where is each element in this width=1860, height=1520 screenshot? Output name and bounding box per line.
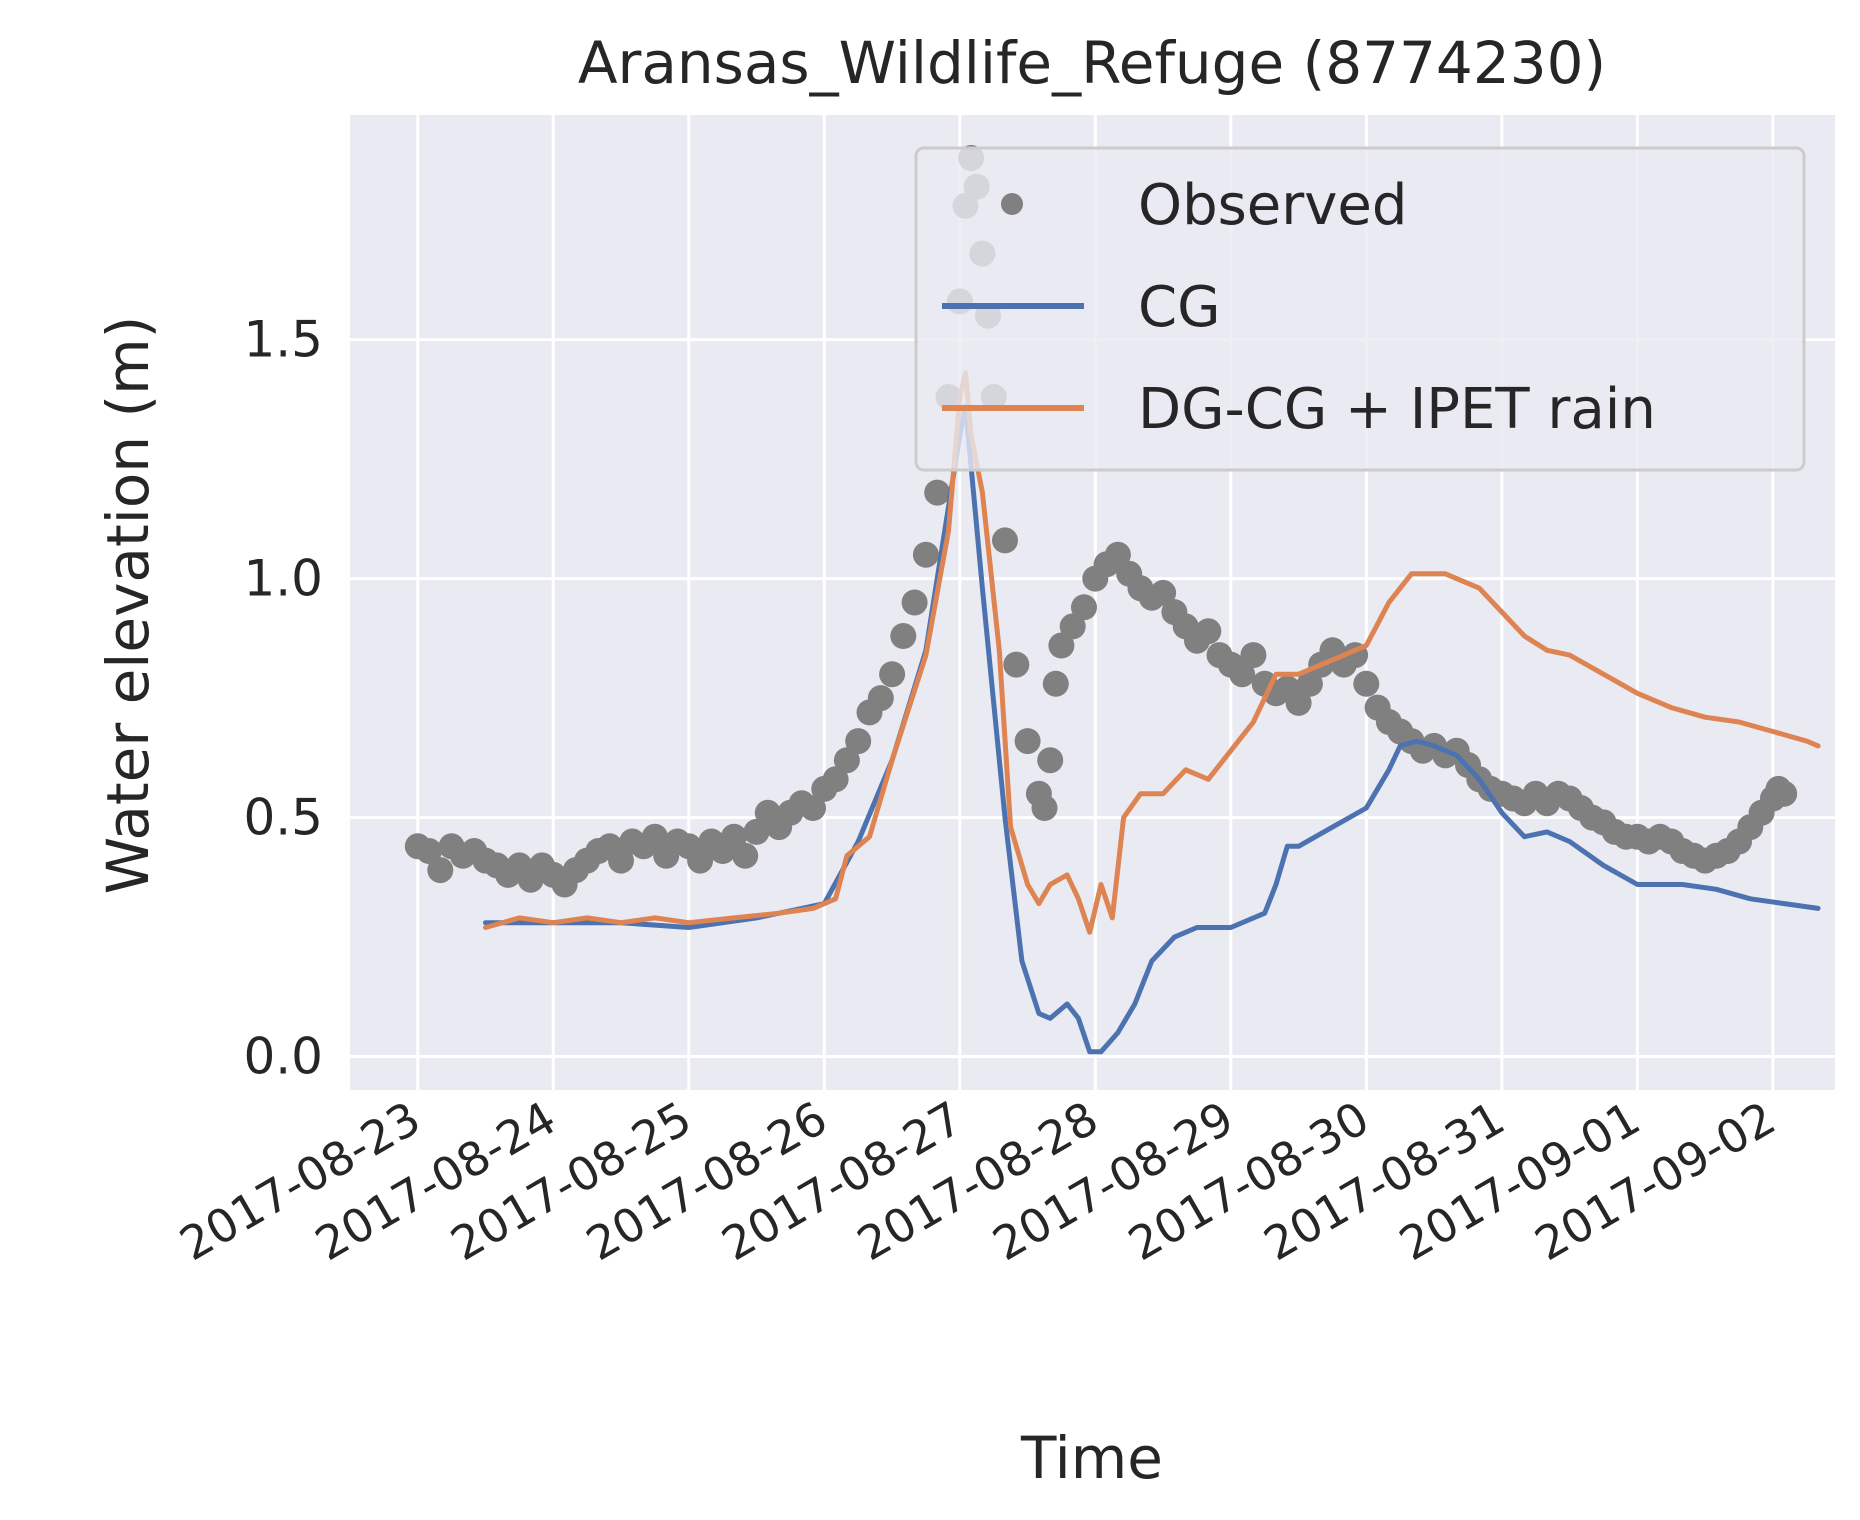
data-point <box>721 823 747 850</box>
data-point <box>1071 594 1097 621</box>
data-point <box>1229 661 1256 688</box>
data-point <box>890 623 917 649</box>
y-tick-labels: 0.0 0.5 1.0 1.5 <box>243 311 323 1086</box>
legend-label-cg: CG <box>1138 275 1221 340</box>
legend-box <box>914 146 1806 472</box>
data-point <box>1353 670 1380 697</box>
data-point <box>1104 541 1131 568</box>
data-point <box>901 589 928 616</box>
legend-marker-observed <box>1001 193 1023 215</box>
data-point <box>845 728 872 755</box>
x-axis-label: Time <box>1020 1424 1163 1492</box>
data-point <box>1296 670 1323 697</box>
data-point <box>1037 747 1064 774</box>
data-point <box>1195 618 1222 645</box>
y-tick-label: 1.0 <box>243 550 323 608</box>
data-point <box>912 541 939 568</box>
data-point <box>427 857 454 884</box>
data-point <box>687 847 714 874</box>
data-point <box>822 766 849 793</box>
data-point <box>743 818 770 845</box>
series-observed <box>404 145 1798 898</box>
data-point <box>1031 795 1058 821</box>
chart-title: Aransas_Wildlife_Refuge (8774230) <box>578 29 1606 97</box>
data-point <box>1150 579 1177 606</box>
data-point <box>1003 651 1030 678</box>
data-point <box>924 479 951 506</box>
data-point <box>992 527 1018 554</box>
y-tick-label: 0.5 <box>243 789 323 847</box>
data-point <box>608 847 634 874</box>
data-point <box>641 823 668 850</box>
data-point <box>1014 728 1041 755</box>
legend-label-dg-cg-ipet: DG-CG + IPET rain <box>1138 377 1656 442</box>
legend: Observed CG DG-CG + IPET rain <box>914 146 1806 472</box>
series-line-dg-cg-ipet-rain <box>483 370 1821 935</box>
y-tick-label: 0.0 <box>243 1028 323 1086</box>
data-point <box>1059 613 1086 640</box>
y-axis-label: Water elevation (m) <box>94 316 162 895</box>
data-point <box>1042 670 1069 697</box>
data-point <box>867 685 894 712</box>
data-point <box>1285 689 1312 716</box>
legend-label-observed: Observed <box>1138 173 1407 238</box>
data-point <box>879 661 906 688</box>
data-point <box>800 795 826 821</box>
series-layer <box>404 145 1821 1055</box>
y-tick-label: 1.5 <box>243 311 323 369</box>
data-point <box>1240 642 1267 669</box>
data-point <box>1048 632 1075 659</box>
data-point <box>732 842 759 869</box>
data-point <box>1771 780 1798 807</box>
data-point <box>416 838 442 864</box>
data-point <box>833 747 860 774</box>
